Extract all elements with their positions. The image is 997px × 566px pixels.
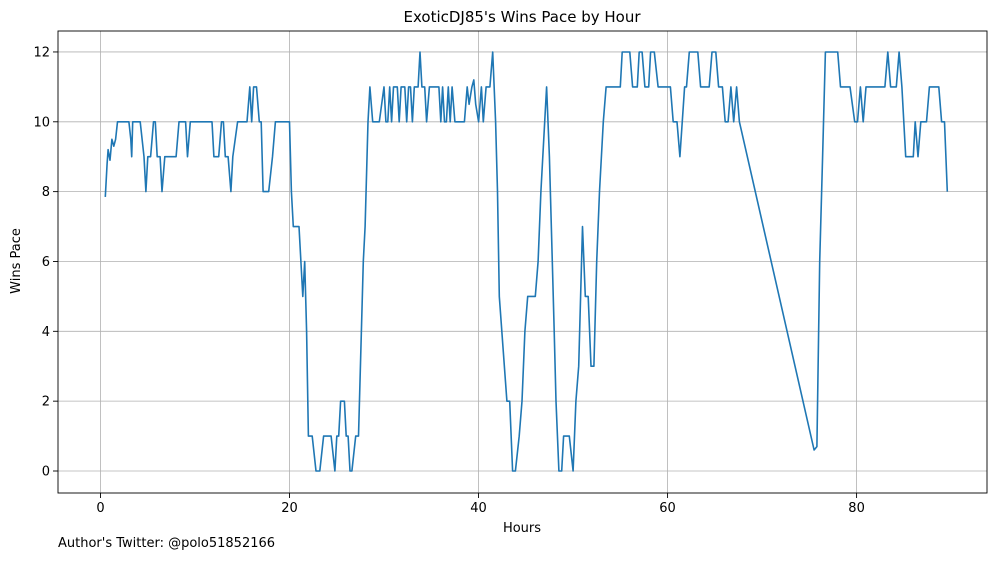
plot-area [104,51,949,472]
x-tick-label: 60 [659,501,676,516]
y-tick-label: 2 [42,395,50,410]
y-tick-label: 0 [42,465,50,480]
grid [58,31,987,493]
axes-frame [57,30,988,494]
x-tick-label: 0 [96,501,104,516]
chart-title: ExoticDJ85's Wins Pace by Hour [404,8,642,26]
x-axis-label: Hours [503,521,541,536]
y-tick-label: 10 [33,115,50,130]
x-tick-label: 80 [848,501,865,516]
series-line [104,51,949,472]
y-tick-label: 6 [42,255,50,270]
x-tick-label: 20 [281,501,298,516]
ticks: 0 20 40 60 80 0 2 4 6 8 10 12 [33,45,864,516]
y-tick-label: 4 [42,325,50,340]
y-tick-label: 12 [33,45,50,60]
y-axis-label: Wins Pace [9,228,24,294]
author-credit: Author's Twitter: @polo51852166 [58,536,276,551]
y-tick-label: 8 [42,185,50,200]
x-tick-label: 40 [470,501,487,516]
